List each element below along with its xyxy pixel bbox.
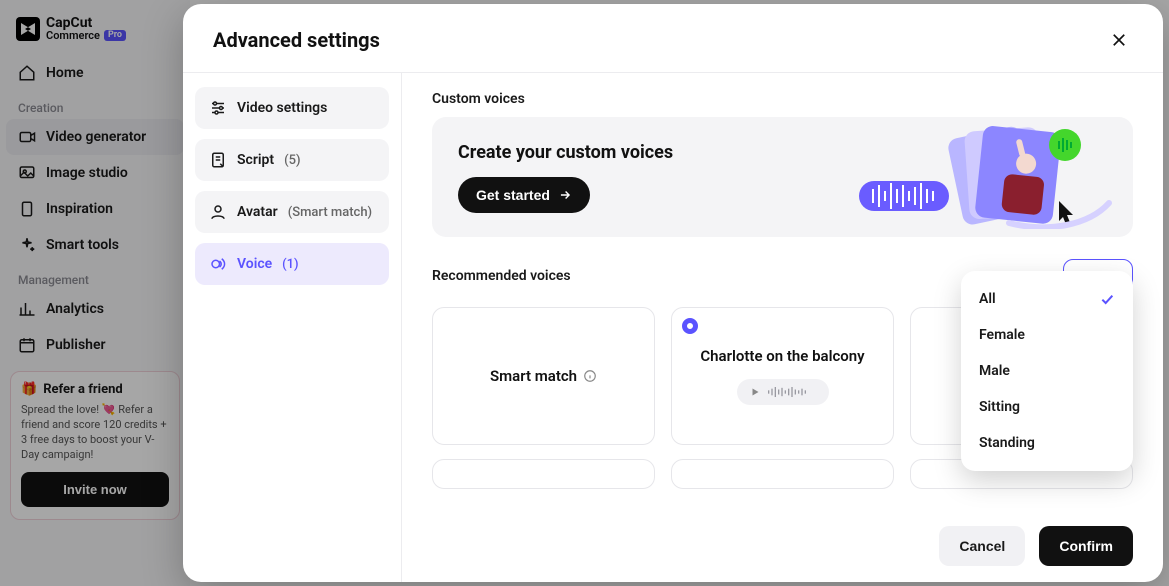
dropdown-option-standing[interactable]: Standing <box>961 425 1133 461</box>
voice-card-charlotte[interactable]: Charlotte on the balcony <box>671 307 894 445</box>
voice-card-stub[interactable] <box>671 459 894 489</box>
voice-filter-dropdown: All Female Male Sitting Standing <box>961 271 1133 471</box>
script-icon <box>209 151 227 169</box>
tab-label: Voice <box>237 256 272 272</box>
recommended-voices-label: Recommended voices <box>432 268 571 284</box>
dropdown-option-male[interactable]: Male <box>961 353 1133 389</box>
modal-title: Advanced settings <box>213 28 380 52</box>
cancel-button[interactable]: Cancel <box>939 526 1025 566</box>
radio-selected-icon <box>682 318 698 334</box>
voice-preview-button[interactable] <box>737 379 829 405</box>
dropdown-option-label: Standing <box>979 435 1035 451</box>
close-button[interactable] <box>1105 26 1133 54</box>
dropdown-option-label: Sitting <box>979 399 1020 415</box>
tab-label: Video settings <box>237 100 327 116</box>
dropdown-option-label: Male <box>979 363 1010 379</box>
tab-avatar[interactable]: Avatar (Smart match) <box>195 191 389 233</box>
tab-suffix: (1) <box>282 257 298 272</box>
modal-content: Custom voices Create your custom voices … <box>401 73 1163 582</box>
dropdown-option-female[interactable]: Female <box>961 317 1133 353</box>
modal-footer: Cancel Confirm <box>939 526 1133 566</box>
get-started-label: Get started <box>476 187 550 203</box>
voice-icon <box>209 255 227 273</box>
confirm-button[interactable]: Confirm <box>1039 526 1133 566</box>
voice-card-name: Smart match <box>490 367 577 385</box>
play-icon <box>749 386 761 398</box>
tab-video-settings[interactable]: Video settings <box>195 87 389 129</box>
dropdown-option-label: Female <box>979 327 1025 343</box>
tab-suffix: (Smart match) <box>288 205 372 220</box>
dropdown-option-label: All <box>979 291 996 307</box>
get-started-button[interactable]: Get started <box>458 177 590 213</box>
waveform-icon <box>767 385 817 399</box>
voice-card-smart-match[interactable]: Smart match <box>432 307 655 445</box>
custom-voices-promo: Create your custom voices Get started <box>432 117 1133 237</box>
advanced-settings-modal: Advanced settings Video settings Sc <box>183 4 1163 582</box>
dropdown-option-sitting[interactable]: Sitting <box>961 389 1133 425</box>
dropdown-option-all[interactable]: All <box>961 281 1133 317</box>
tab-label: Avatar <box>237 204 278 220</box>
tab-script[interactable]: Script (5) <box>195 139 389 181</box>
voice-card-name: Charlotte on the balcony <box>700 347 864 365</box>
tab-voice[interactable]: Voice (1) <box>195 243 389 285</box>
arrow-right-icon <box>558 188 572 202</box>
custom-voices-label: Custom voices <box>432 91 1133 107</box>
check-icon <box>1099 291 1115 307</box>
modal-header: Advanced settings <box>183 4 1163 72</box>
avatar-icon <box>209 203 227 221</box>
tab-label: Script <box>237 152 274 168</box>
sliders-icon <box>209 99 227 117</box>
tab-suffix: (5) <box>284 153 300 168</box>
close-icon <box>1110 31 1128 49</box>
promo-title: Create your custom voices <box>458 142 673 163</box>
settings-tabs: Video settings Script (5) Avatar (Smart … <box>183 73 401 582</box>
info-icon <box>583 369 597 383</box>
promo-art <box>859 125 1119 229</box>
voice-card-stub[interactable] <box>432 459 655 489</box>
